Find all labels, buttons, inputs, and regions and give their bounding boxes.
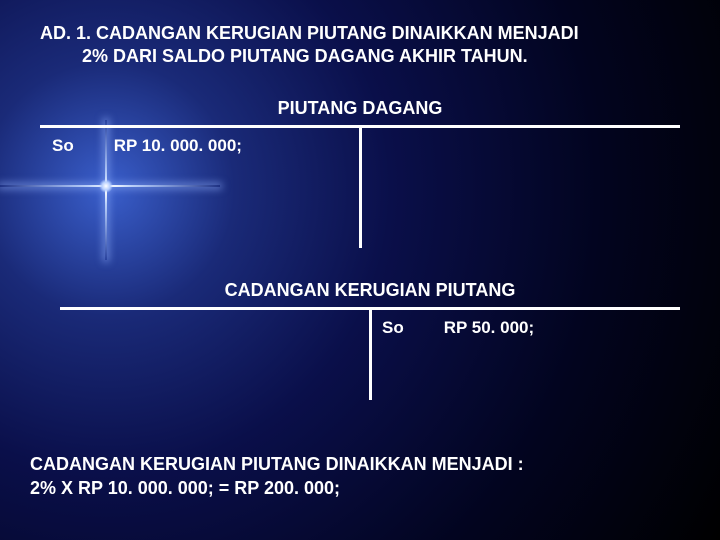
t-account-frame: So RP 50. 000;	[60, 307, 680, 338]
footer-line2: 2% X RP 10. 000. 000; = RP 200. 000;	[30, 476, 524, 500]
credit-value: RP 50. 000;	[404, 318, 534, 338]
credit-label	[360, 136, 372, 156]
debit-label	[60, 318, 72, 338]
t-account-divider	[369, 310, 372, 400]
debit-value	[72, 318, 112, 338]
t-account-credit-cell: So RP 50. 000;	[370, 318, 680, 338]
lens-flare-core	[99, 179, 113, 193]
t-account-divider	[359, 128, 362, 248]
t-account-credit-cell	[360, 136, 680, 156]
t-account-debit-cell: So RP 10. 000. 000;	[40, 136, 360, 156]
footer-line1: CADANGAN KERUGIAN PIUTANG DINAIKKAN MENJ…	[30, 452, 524, 476]
slide-footer: CADANGAN KERUGIAN PIUTANG DINAIKKAN MENJ…	[30, 452, 524, 501]
t-account-title: PIUTANG DAGANG	[40, 98, 680, 119]
heading-line2: 2% DARI SALDO PIUTANG DAGANG AKHIR TAHUN…	[40, 45, 579, 68]
credit-label: So	[370, 318, 404, 338]
heading-line1: AD. 1. CADANGAN KERUGIAN PIUTANG DINAIKK…	[40, 22, 579, 45]
slide-heading: AD. 1. CADANGAN KERUGIAN PIUTANG DINAIKK…	[40, 22, 579, 69]
t-account-piutang-dagang: PIUTANG DAGANG So RP 10. 000. 000;	[40, 98, 680, 156]
credit-value	[372, 136, 412, 156]
t-account-title: CADANGAN KERUGIAN PIUTANG	[60, 280, 680, 301]
t-account-debit-cell	[60, 318, 370, 338]
t-account-cadangan-kerugian: CADANGAN KERUGIAN PIUTANG So RP 50. 000;	[60, 280, 680, 338]
t-account-frame: So RP 10. 000. 000;	[40, 125, 680, 156]
debit-label: So	[40, 136, 74, 156]
debit-value: RP 10. 000. 000;	[74, 136, 242, 156]
